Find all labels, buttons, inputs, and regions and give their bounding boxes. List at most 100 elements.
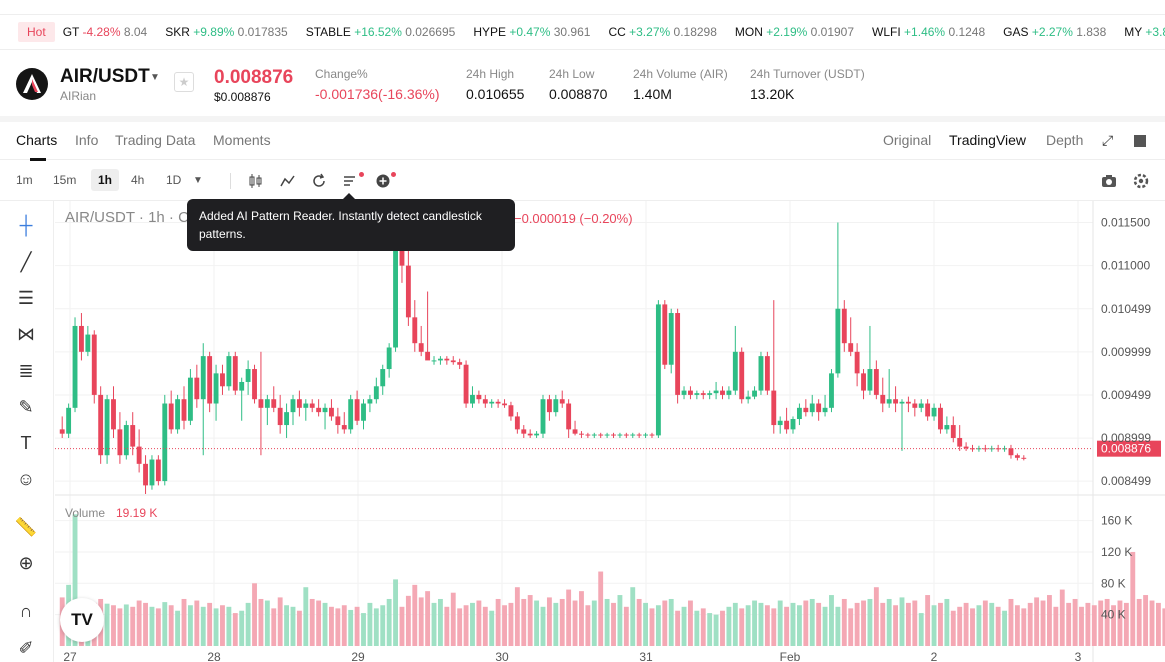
candle-body [412, 317, 418, 344]
volume-bar [893, 605, 899, 646]
candle-body [264, 399, 270, 408]
magnet-icon[interactable]: ∩ [19, 601, 33, 621]
candle-body [1021, 457, 1027, 459]
brush-icon[interactable]: ✎ [18, 397, 34, 417]
settings-gear-icon[interactable] [1133, 173, 1149, 189]
indicators-icon[interactable] [280, 173, 296, 189]
volume-bar [591, 600, 597, 646]
tab-moments[interactable]: Moments [213, 132, 271, 148]
volume-bar [1066, 602, 1072, 646]
volume-bar [482, 606, 488, 646]
price-chart[interactable]: 0.008876 0.011500 0.011000 0.010499 0.009999… [55, 201, 1165, 662]
tab-depth[interactable]: Depth [1046, 132, 1084, 148]
volume-bar [232, 613, 238, 646]
candle-body [963, 446, 969, 449]
replay-icon[interactable] [311, 173, 327, 189]
timeframe-15m[interactable]: 15m [53, 173, 77, 187]
volume-bar [290, 606, 296, 646]
volume-bar [335, 608, 341, 646]
text-icon[interactable]: T [20, 433, 32, 453]
timeframe-dropdown-icon[interactable]: ▼ [193, 175, 203, 186]
volume-bar [1136, 598, 1142, 646]
stat-value: 1.40M [633, 86, 672, 102]
layout-icon[interactable] [1134, 135, 1146, 147]
candle-body [777, 420, 783, 426]
crosshair-icon[interactable]: ┼ [19, 215, 33, 235]
pair-title[interactable]: AIR/USDT [60, 66, 150, 87]
candle-body [829, 373, 834, 408]
tab-tradingview[interactable]: TradingView [949, 132, 1027, 148]
candle-body [841, 308, 847, 344]
candle-body [463, 364, 469, 404]
candle-body [316, 407, 322, 413]
candle-body [470, 394, 475, 404]
stat-value: -0.001736(-16.36%) [315, 86, 440, 102]
tab-charts[interactable]: Charts [16, 132, 58, 161]
ticker-item[interactable]: MON +2.19% 0.01907 [734, 25, 855, 39]
tab-trading-data[interactable]: Trading Data [115, 132, 196, 148]
trendline-icon[interactable]: ╱ [20, 252, 32, 272]
zoom-in-icon[interactable]: ⊕ [18, 553, 34, 573]
candle-body [277, 407, 283, 426]
candle-body [66, 407, 72, 434]
tradingview-logo[interactable]: TV [60, 598, 104, 642]
ticker-item[interactable]: MY +3.81% [1124, 25, 1165, 39]
pair-dropdown-icon[interactable]: ▼ [150, 72, 160, 83]
volume-bar [553, 602, 559, 646]
timeframe-1h[interactable]: 1h [91, 169, 120, 191]
ticker-item[interactable]: GAS +2.27% 1.838 [1003, 25, 1107, 39]
candle-body [335, 416, 341, 426]
ticker-item[interactable]: STABLE +16.52% 0.026695 [305, 25, 456, 39]
emoji-icon[interactable]: ☺ [16, 469, 36, 489]
lock-draw-icon[interactable]: ✐ [18, 638, 34, 658]
ruler-icon[interactable]: 📏 [14, 517, 38, 537]
ticker-item[interactable]: GT -4.28% 8.04 [62, 25, 148, 39]
ticker-item[interactable]: SKR +9.89% 0.017835 [165, 25, 288, 39]
candle-type-icon[interactable] [247, 173, 263, 189]
candle-body [361, 403, 366, 421]
candle-body [886, 399, 892, 404]
pattern-icon[interactable]: ⋈ [17, 324, 35, 344]
candle-body [303, 403, 309, 408]
stat-label: Change% [315, 67, 368, 81]
fib-icon[interactable]: ≣ [18, 361, 34, 381]
candle-body [418, 343, 424, 352]
candle-body [393, 239, 398, 348]
volume-bar [470, 602, 475, 646]
timeframe-4h[interactable]: 4h [131, 173, 145, 187]
y-tick-label: 0.010499 [1101, 302, 1151, 316]
candle-body [252, 369, 257, 400]
candle-body [476, 394, 482, 400]
tab-original[interactable]: Original [883, 132, 932, 148]
ticker-item[interactable]: HYPE +0.47% 30.961 [473, 25, 591, 39]
volume-bar [1021, 608, 1027, 646]
favorite-star-icon[interactable]: ★ [174, 72, 194, 92]
timeframe-1d[interactable]: 1D [166, 173, 182, 187]
ticker-item[interactable]: WLFI +1.46% 0.1248 [872, 25, 986, 39]
volume-bar [854, 602, 860, 646]
volume-bar [104, 603, 110, 646]
candle-body [931, 407, 937, 417]
candle-body [322, 407, 328, 413]
ticker-item[interactable]: CC +3.27% 0.18298 [608, 25, 717, 39]
tab-info[interactable]: Info [75, 132, 99, 148]
horizontal-lines-icon[interactable]: ☰ [17, 288, 35, 308]
candle-body [329, 407, 334, 417]
volume-bar [912, 600, 918, 646]
ai-pattern-icon[interactable] [343, 173, 359, 189]
candle-body [784, 420, 790, 430]
add-icon[interactable] [375, 173, 391, 189]
camera-icon[interactable] [1101, 173, 1117, 189]
volume-bar [611, 602, 616, 646]
volume-bar [784, 606, 790, 646]
volume-bar [72, 514, 78, 646]
fullscreen-icon[interactable]: ⤢ [1102, 132, 1114, 148]
timeframe-1m[interactable]: 1m [16, 173, 33, 187]
candle-body [559, 399, 565, 404]
volume-bar [1014, 605, 1020, 646]
candle-body [284, 412, 290, 426]
hot-label[interactable]: Hot [18, 22, 55, 42]
volume-bar [572, 600, 578, 646]
candle-body [611, 434, 616, 436]
candle-body [636, 434, 642, 436]
